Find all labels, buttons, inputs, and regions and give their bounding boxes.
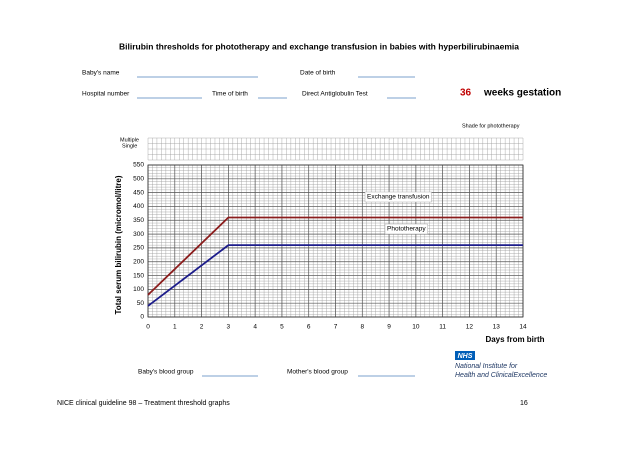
y-tick-label: 250	[133, 245, 144, 252]
footer-text: NICE clinical guideline 98 – Treatment t…	[57, 400, 230, 407]
y-tick-label: 400	[133, 203, 144, 210]
y-tick-label: 550	[133, 162, 144, 169]
x-axis-label: Days from birth	[485, 335, 544, 344]
x-tick-label: 6	[307, 324, 311, 331]
y-tick-label: 150	[133, 272, 144, 279]
y-tick-label: 200	[133, 258, 144, 265]
series-line	[147, 216, 523, 296]
y-tick-label: 50	[137, 300, 145, 307]
shade-label: Shade for phototherapy	[462, 123, 520, 129]
x-tick-label: 3	[227, 324, 231, 331]
x-tick-label: 13	[493, 324, 501, 331]
x-tick-label: 1	[173, 324, 177, 331]
x-tick-label: 11	[439, 324, 446, 331]
field-label: Baby's blood group	[138, 369, 194, 376]
logo-line: National Institute for	[455, 363, 518, 370]
field-label: Date of birth	[300, 70, 336, 77]
x-tick-label: 0	[146, 324, 150, 331]
y-tick-label: 300	[133, 231, 144, 238]
field-label: Baby's name	[82, 70, 120, 77]
x-tick-label: 14	[519, 324, 527, 331]
gestation-weeks: 36	[460, 88, 472, 99]
x-tick-label: 5	[280, 324, 284, 331]
x-tick-label: 9	[387, 324, 391, 331]
series-label: Exchange transfusion	[367, 194, 430, 201]
x-tick-label: 7	[334, 324, 338, 331]
x-tick-label: 2	[200, 324, 204, 331]
field-label: Hospital number	[82, 91, 130, 98]
x-tick-label: 4	[253, 324, 257, 331]
field-label: Time of birth	[212, 91, 248, 98]
series-label-box	[384, 223, 428, 235]
page-number: 16	[520, 400, 528, 407]
x-tick-label: 8	[360, 324, 364, 331]
y-tick-label: 350	[133, 217, 144, 224]
nhs-text: NHS	[458, 353, 473, 360]
row-label: Multiple	[120, 137, 139, 143]
logo-line: Health and ClinicalExcellence	[455, 372, 547, 379]
series-label-box	[364, 191, 432, 203]
field-label: Direct Antiglobulin Test	[302, 91, 368, 98]
x-tick-label: 10	[412, 324, 420, 331]
series-line	[147, 244, 523, 307]
y-tick-label: 450	[133, 189, 144, 196]
y-axis-label: Total serum bilirubin (micromol/litre)	[114, 175, 123, 314]
plot-frame	[147, 164, 524, 318]
field-label: Mother's blood group	[287, 369, 348, 376]
title: Bilirubin thresholds for phototherapy an…	[119, 41, 519, 51]
row-label: Single	[122, 143, 137, 149]
y-tick-label: 0	[140, 314, 144, 321]
y-tick-label: 500	[133, 176, 144, 183]
series-label: Phototherapy	[387, 226, 426, 233]
y-tick-label: 100	[133, 286, 144, 293]
gestation-label: weeks gestation	[483, 88, 561, 99]
x-tick-label: 12	[466, 324, 474, 331]
nhs-badge	[455, 351, 475, 360]
